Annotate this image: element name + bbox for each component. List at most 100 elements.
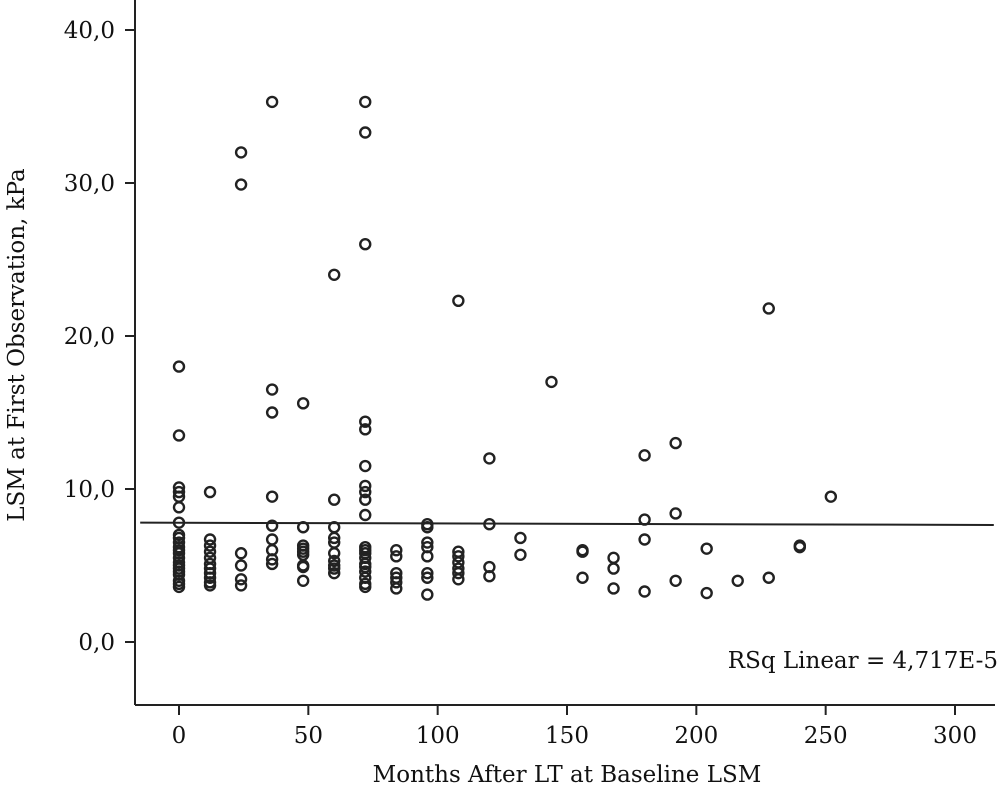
y-axis-title: LSM at First Observation, kPa: [4, 168, 30, 522]
data-point: [359, 237, 372, 251]
data-point: [421, 521, 434, 534]
x-tick-label: 150: [545, 723, 589, 749]
x-tick-label: 100: [416, 723, 460, 749]
data-point: [390, 544, 403, 557]
data-point: [234, 573, 248, 586]
data-point: [421, 588, 434, 601]
data-point: [638, 585, 651, 598]
data-point: [359, 493, 372, 506]
data-point: [172, 485, 186, 499]
data-point: [265, 519, 279, 532]
data-point: [203, 533, 217, 546]
data-point: [359, 485, 372, 499]
data-point: [359, 126, 372, 139]
data-point: [296, 521, 310, 534]
data-point: [638, 533, 651, 546]
data-point: [700, 542, 713, 555]
data-point: [607, 582, 620, 595]
data-point: [421, 550, 434, 563]
data-point: [421, 566, 434, 580]
x-axis-title: Months After LT at Baseline LSM: [373, 762, 762, 788]
data-point: [172, 501, 186, 514]
data-point: [203, 579, 217, 592]
data-point: [265, 95, 279, 109]
data-point: [203, 539, 217, 552]
data-point: [359, 565, 372, 578]
data-point: [296, 574, 310, 587]
y-tick-label: 20,0: [64, 324, 115, 350]
data-point: [731, 574, 744, 587]
data-point: [172, 580, 186, 594]
data-point: [824, 490, 838, 503]
fit-line: [140, 521, 994, 526]
data-point: [265, 490, 279, 503]
data-point: [421, 536, 434, 549]
data-point: [359, 415, 372, 428]
data-point: [359, 580, 372, 594]
x-tick-label: 50: [294, 723, 323, 749]
data-point: [328, 562, 341, 575]
data-point: [172, 360, 186, 373]
data-point: [421, 571, 434, 584]
data-point: [452, 550, 465, 563]
data-point: [607, 551, 620, 565]
data-point: [452, 294, 465, 308]
data-point: [359, 423, 372, 436]
data-point: [359, 479, 372, 493]
data-point: [265, 383, 279, 396]
data-point: [203, 571, 217, 584]
x-tick-label: 300: [933, 723, 977, 749]
y-tick-label: 0,0: [78, 630, 115, 656]
data-point: [483, 517, 496, 531]
data-point: [390, 550, 403, 563]
data-point: [234, 579, 248, 592]
data-point: [265, 533, 279, 546]
data-point: [328, 547, 341, 560]
data-point: [296, 397, 310, 410]
data-point: [452, 566, 465, 580]
data-point: [669, 574, 682, 587]
y-tick-label: 40,0: [64, 18, 115, 44]
data-point: [203, 545, 217, 558]
data-point: [762, 571, 775, 584]
y-tick-label: 10,0: [64, 477, 115, 503]
y-tick-label: 30,0: [64, 171, 115, 197]
data-point: [328, 531, 341, 545]
data-point: [265, 406, 279, 419]
y-ticks: 0,0 10,0 20,0 30,0 40,0: [64, 18, 135, 656]
data-point: [514, 548, 527, 561]
data-point: [359, 508, 372, 522]
data-point: [793, 540, 806, 554]
data-point: [700, 586, 713, 600]
data-point: [265, 557, 279, 571]
x-tick-label: 250: [804, 723, 848, 749]
data-point: [359, 95, 372, 109]
data-point: [576, 545, 589, 558]
x-tick-label: 200: [674, 723, 718, 749]
data-point: [390, 576, 403, 589]
data-point: [452, 573, 465, 586]
data-point: [669, 436, 682, 450]
data-point: [172, 516, 186, 529]
axes: [134, 0, 995, 706]
data-points: [172, 95, 838, 601]
data-point: [328, 566, 341, 580]
data-point: [514, 531, 527, 545]
data-point: [359, 459, 372, 473]
data-point: [483, 452, 496, 465]
data-point: [328, 554, 341, 568]
data-point: [576, 571, 589, 584]
data-point: [669, 507, 682, 520]
data-point: [483, 570, 496, 583]
data-point: [203, 485, 217, 499]
data-point: [638, 513, 651, 526]
data-point: [328, 268, 341, 281]
data-point: [234, 178, 248, 191]
data-point: [328, 493, 341, 506]
data-point: [390, 582, 403, 595]
data-point: [638, 449, 651, 462]
data-point: [545, 375, 558, 389]
x-tick-label: 0: [172, 723, 187, 749]
data-point: [172, 429, 186, 442]
